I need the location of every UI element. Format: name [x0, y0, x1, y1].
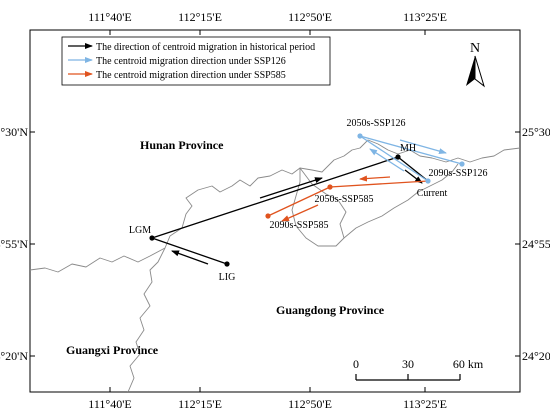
label-mh: MH [400, 143, 416, 154]
bottom-tick-label: 111°40'E [88, 397, 131, 411]
arrow-ssp585-a [359, 175, 391, 182]
point-lgm [149, 235, 155, 241]
bottom-tick-label: 112°50'E [288, 397, 332, 411]
point-lig [224, 261, 230, 267]
path-lgm-mh [151, 156, 399, 239]
province-boundaries [29, 139, 521, 393]
point-2050s-ssp126 [357, 133, 363, 139]
arrow-mh-current [404, 169, 423, 184]
legend-label-historical: The direction of centroid migration in h… [96, 42, 315, 53]
arrow-lig-lgm [171, 250, 209, 265]
bottom-tick-label: 113°25'E [403, 397, 447, 411]
top-tick-label: 111°40'E [88, 10, 131, 24]
top-tick-label: 112°15'E [178, 10, 222, 24]
label-2050s-ssp585: 2050s-SSP585 [315, 194, 374, 205]
arrow-ssp585-b [281, 204, 319, 222]
region-label-guangdong: Guangdong Province [276, 303, 385, 317]
point-mh [395, 154, 401, 160]
path-2050s-2090s-ssp126 [359, 135, 463, 165]
arrow-lgm-mh [259, 177, 323, 199]
top-tick-label: 113°25'E [403, 10, 447, 24]
legend-box [61, 36, 331, 86]
arrow-ssp126-b [399, 139, 447, 154]
point-2090s-ssp126 [459, 161, 465, 167]
right-tick-label: 25°30'N [522, 125, 550, 139]
label-2090s-ssp126: 2090s-SSP126 [429, 168, 488, 179]
study-area-outline [291, 167, 347, 247]
legend-label-ssp585: The centroid migration direction under S… [96, 70, 286, 81]
path-current-2050s-ssp585 [329, 180, 429, 188]
legend-label-ssp126: The centroid migration direction under S… [96, 56, 286, 67]
path-2050s-2090s-ssp585 [267, 186, 331, 217]
tick-marks [30, 30, 520, 392]
centroid-points [149, 133, 465, 267]
scale-tick-30: 30 [402, 357, 414, 371]
top-tick-label: 112°50'E [288, 10, 332, 24]
label-2090s-ssp585: 2090s-SSP585 [270, 220, 329, 231]
bottom-tick-label: 112°15'E [178, 397, 222, 411]
region-label-hunan: Hunan Province [140, 138, 224, 152]
study-area-outline-east [343, 163, 459, 239]
label-lig: LIG [219, 272, 236, 283]
map-frame [29, 29, 521, 393]
north-arrow-icon: N [466, 41, 485, 88]
point-current [425, 178, 431, 184]
point-2090s-ssp585 [265, 213, 271, 219]
right-tick-label: 24°55'N [522, 237, 550, 251]
arrow-ssp126-a [369, 148, 405, 172]
label-current: Current [417, 188, 448, 199]
scale-bar: 0 30 60 km [353, 357, 484, 381]
hunan-guangdong-border [29, 139, 521, 273]
point-2050s-ssp585 [327, 184, 333, 190]
ssp585-migration [267, 175, 429, 222]
left-tick-label: 24°55'N [0, 237, 28, 251]
ssp126-migration [359, 135, 463, 182]
right-tick-label: 24°20'N [522, 349, 550, 363]
north-arrow-label: N [470, 41, 480, 56]
label-lgm: LGM [129, 225, 151, 236]
left-tick-label: 25°30'N [0, 125, 28, 139]
path-current-2050s-ssp126 [359, 135, 429, 182]
region-label-guangxi: Guangxi Province [66, 343, 159, 357]
label-2050s-ssp126: 2050s-SSP126 [347, 118, 406, 129]
left-tick-label: 24°20'N [0, 349, 28, 363]
scale-tick-60: 60 km [453, 357, 484, 371]
guangxi-guangdong-border [127, 247, 166, 393]
legend: The direction of centroid migration in h… [61, 36, 331, 86]
path-lig-lgm [151, 237, 228, 265]
scale-tick-0: 0 [353, 357, 359, 371]
